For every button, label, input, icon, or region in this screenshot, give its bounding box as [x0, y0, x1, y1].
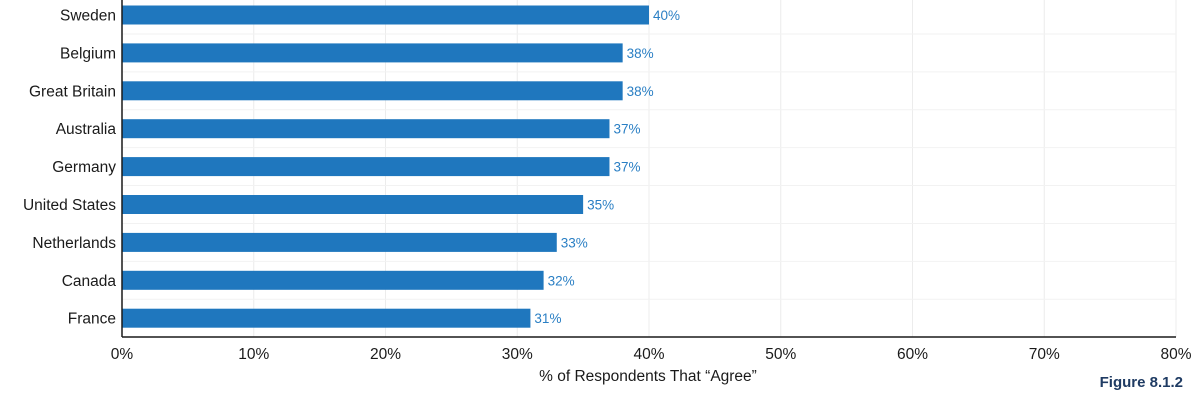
x-tick-label: 70%	[1029, 346, 1060, 363]
data-label: 40%	[653, 8, 680, 23]
data-label: 33%	[561, 235, 588, 250]
category-label: Germany	[52, 159, 116, 176]
bar	[122, 157, 610, 177]
data-label: 37%	[613, 160, 640, 175]
category-label: Sweden	[60, 8, 116, 25]
x-tick-label: 30%	[502, 346, 533, 363]
data-label: 38%	[627, 46, 654, 61]
category-label: Canada	[62, 273, 117, 290]
bar	[122, 5, 649, 25]
data-label: 31%	[534, 311, 561, 326]
category-label: Netherlands	[32, 235, 116, 252]
x-tick-label: 60%	[897, 346, 928, 363]
bar	[122, 308, 531, 328]
gridlines	[122, 0, 1177, 337]
bar	[122, 195, 584, 214]
x-tick-label: 80%	[1160, 346, 1191, 363]
category-label: United States	[23, 197, 116, 214]
data-label: 35%	[587, 198, 614, 213]
data-label: 32%	[548, 273, 575, 288]
x-tick-label: 50%	[765, 346, 796, 363]
category-label: Australia	[56, 121, 117, 138]
figure-caption: Figure 8.1.2	[1099, 374, 1183, 391]
x-tick-label: 10%	[238, 346, 269, 363]
data-label: 37%	[613, 122, 640, 137]
x-tick-label: 0%	[111, 346, 134, 363]
x-tick-label: 40%	[633, 346, 664, 363]
category-label: Belgium	[60, 45, 116, 62]
bar	[122, 119, 610, 139]
category-label: France	[68, 311, 116, 328]
data-label: 38%	[627, 84, 654, 99]
bar	[122, 43, 623, 63]
bar	[122, 270, 544, 290]
category-label: Great Britain	[29, 83, 116, 100]
bars: 40% 38% 38% 37% 37% 35% 33% 32% 31%	[122, 5, 680, 328]
bar	[122, 81, 623, 101]
bar	[122, 232, 557, 252]
x-axis-title: % of Respondents That “Agree”	[539, 368, 757, 385]
x-tick-label: 20%	[370, 346, 401, 363]
axes: Sweden Belgium Great Britain Australia Germa…	[23, 0, 1192, 363]
